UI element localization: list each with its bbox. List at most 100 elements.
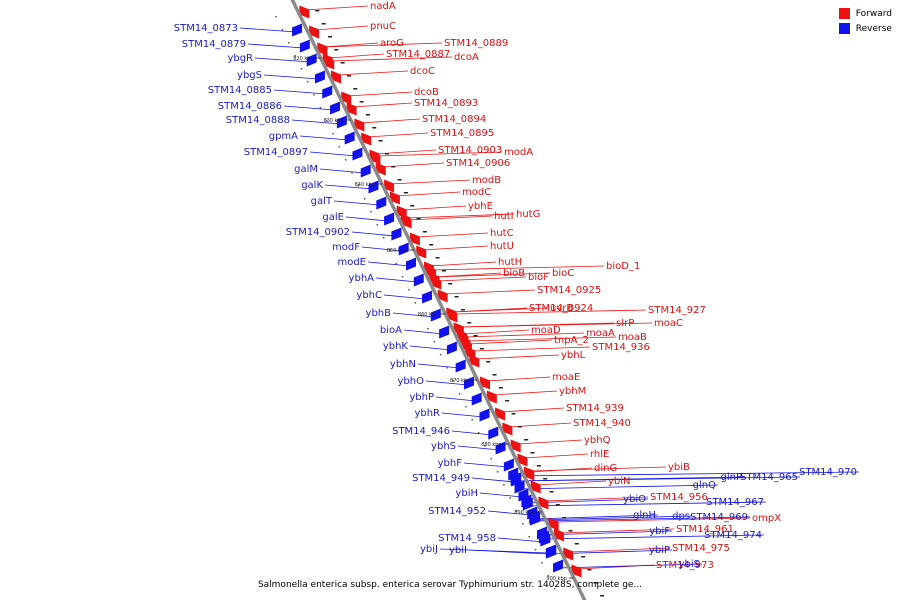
gene-label[interactable]: modF: [332, 242, 360, 253]
gene-label[interactable]: ybhS: [431, 441, 456, 452]
gene-label[interactable]: ybgR: [227, 53, 253, 64]
gene-label[interactable]: ybhQ: [584, 435, 611, 446]
gene-label[interactable]: ybhM: [559, 386, 586, 397]
gene-label[interactable]: aroG: [380, 38, 404, 49]
gene-label[interactable]: modA: [504, 147, 533, 158]
gene-label[interactable]: STM14_958: [438, 533, 496, 544]
gene-label[interactable]: dps: [672, 511, 690, 522]
gene-label[interactable]: STM14_0894: [422, 114, 486, 125]
gene-label[interactable]: moaC: [654, 318, 683, 329]
gene-label[interactable]: moaA: [586, 328, 615, 339]
gene-label[interactable]: STM14_974: [704, 530, 762, 541]
gene-label[interactable]: gpmA: [269, 131, 298, 142]
gene-label[interactable]: moaE: [552, 372, 580, 383]
gene-label[interactable]: hutH: [498, 257, 522, 268]
gene-label[interactable]: modB: [472, 175, 501, 186]
gene-label[interactable]: ybhC: [356, 290, 382, 301]
gene-label[interactable]: STM14_0906: [446, 158, 510, 169]
gene-label[interactable]: sIrP: [616, 318, 634, 329]
gene-label[interactable]: hutC: [490, 228, 514, 239]
gene-label[interactable]: ybhP: [409, 392, 434, 403]
gene-label[interactable]: STM14_936: [592, 342, 650, 353]
gene-label[interactable]: STM14_0873: [174, 23, 238, 34]
gene-label[interactable]: ybhA: [349, 273, 375, 284]
gene-label[interactable]: ybiI: [449, 545, 467, 556]
gene-label[interactable]: ybiO: [623, 494, 646, 505]
gene-label[interactable]: hutG: [516, 209, 540, 220]
gene-label[interactable]: moaD: [531, 325, 561, 336]
gene-label[interactable]: ybiB: [668, 462, 690, 473]
gene-label[interactable]: ybiF: [649, 526, 670, 537]
gene-label[interactable]: ybiJ: [420, 544, 438, 555]
gene-label[interactable]: dcoB: [414, 87, 439, 98]
gene-label[interactable]: STM14_0887: [386, 49, 450, 60]
gene-label[interactable]: bioD_1: [606, 261, 640, 272]
gene-label[interactable]: STM14_946: [392, 426, 450, 437]
gene-label[interactable]: STM14_0897: [244, 147, 308, 158]
gene-label[interactable]: hutU: [490, 241, 514, 252]
gene-label[interactable]: bioC: [552, 268, 574, 279]
gene-label[interactable]: dinG: [594, 463, 617, 474]
gene-label[interactable]: STM14_975: [672, 543, 730, 554]
gene-label[interactable]: STM14_0886: [218, 101, 282, 112]
gene-label[interactable]: STM14_961: [676, 524, 734, 535]
gene-label[interactable]: STM14_969: [690, 512, 748, 523]
gene-label[interactable]: STM14_0925: [537, 285, 601, 296]
gene-label[interactable]: modE: [337, 257, 366, 268]
gene-label[interactable]: STM14_940: [573, 418, 631, 429]
gene-label[interactable]: dcoC: [410, 66, 435, 77]
gene-label[interactable]: STM14_965: [740, 472, 798, 483]
gene-label[interactable]: bioB: [503, 268, 525, 279]
gene-label[interactable]: ybiP: [649, 545, 670, 556]
gene-label[interactable]: STM14_970: [799, 467, 857, 478]
gene-label[interactable]: galK: [301, 180, 323, 191]
gene-label[interactable]: STM14_0895: [430, 128, 494, 139]
gene-label[interactable]: STM14_0885: [208, 85, 272, 96]
gene-label[interactable]: ybhK: [383, 341, 409, 352]
gene-label[interactable]: ybhL: [561, 350, 586, 361]
gene-label[interactable]: ybhE: [468, 201, 493, 212]
gene-label[interactable]: ompX: [752, 513, 781, 524]
gene-label[interactable]: STM14_949: [412, 473, 470, 484]
gene-label[interactable]: ybiH: [455, 488, 478, 499]
gene-label[interactable]: uvrB: [550, 303, 573, 314]
gene-label[interactable]: STM14_939: [566, 403, 624, 414]
gene-label[interactable]: moaB: [618, 332, 647, 343]
gene-label[interactable]: ybhB: [366, 308, 392, 319]
gene-label[interactable]: STM14_0888: [226, 115, 290, 126]
gene-label[interactable]: modC: [462, 187, 491, 198]
gene-label[interactable]: hutI: [494, 211, 514, 222]
gene-label[interactable]: bioF: [528, 272, 549, 283]
gene-label[interactable]: rhlE: [590, 449, 609, 460]
gene-label[interactable]: nadA: [370, 1, 396, 12]
gene-label[interactable]: glnP: [721, 472, 743, 483]
gene-label[interactable]: ybiS: [679, 559, 700, 570]
gene-label[interactable]: ybhF: [438, 458, 463, 469]
gene-label[interactable]: galM: [294, 164, 318, 175]
gene-label[interactable]: STM14_952: [428, 506, 486, 517]
gene-label[interactable]: galE: [322, 212, 344, 223]
gene-label[interactable]: STM14_0893: [414, 98, 478, 109]
gene-label[interactable]: galT: [311, 196, 333, 207]
gene-label[interactable]: glnQ: [693, 480, 716, 491]
gene-label[interactable]: bioA: [380, 325, 402, 336]
gene-label[interactable]: STM14_0879: [182, 39, 246, 50]
gene-label[interactable]: STM14_0889: [444, 38, 508, 49]
gene-label[interactable]: glnH: [633, 510, 656, 521]
gene-label[interactable]: ybhN: [390, 359, 416, 370]
gene-label[interactable]: ybhR: [414, 408, 440, 419]
gene-label[interactable]: ybiN: [608, 476, 631, 487]
gene-label[interactable]: ybhO: [398, 376, 425, 387]
gene-label[interactable]: STM14_0924: [529, 303, 593, 314]
gene-label[interactable]: STM14_967: [706, 497, 764, 508]
gene-label[interactable]: pnuC: [370, 21, 396, 32]
gene-label[interactable]: STM14_0902: [286, 227, 350, 238]
gene-label[interactable]: ybgS: [237, 70, 262, 81]
gene-label[interactable]: STM14_956: [650, 492, 708, 503]
gene-label[interactable]: STM14_927: [648, 305, 706, 316]
gene-label[interactable]: STM14_973: [656, 560, 714, 571]
gene-label[interactable]: STM14_0903: [438, 145, 502, 156]
gene-label[interactable]: tnpA_2: [554, 335, 589, 346]
gene-label[interactable]: dcoA: [454, 52, 479, 63]
